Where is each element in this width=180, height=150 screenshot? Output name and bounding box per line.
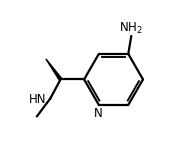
Text: N: N — [94, 107, 102, 120]
Text: HN: HN — [29, 93, 47, 106]
Text: NH$_2$: NH$_2$ — [119, 20, 143, 36]
Polygon shape — [46, 59, 62, 80]
